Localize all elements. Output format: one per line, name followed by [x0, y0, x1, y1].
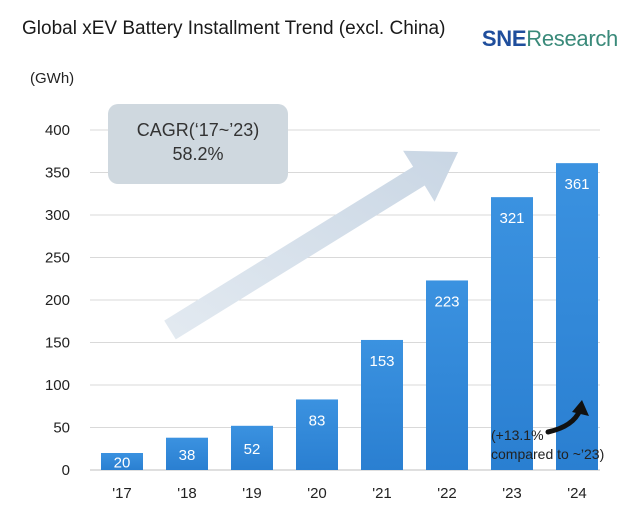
bar-value-label: 83 [309, 412, 326, 429]
annotation-icon-layer [545, 400, 589, 435]
x-tick-label: '23 [502, 485, 522, 502]
x-tick-label: '19 [242, 485, 262, 502]
bar [491, 197, 533, 470]
bar-value-label: 38 [179, 447, 196, 464]
sne-research-logo: SNEResearch [482, 26, 618, 52]
bar [166, 437, 208, 470]
chart-title: Global xEV Battery Installment Trend (ex… [22, 18, 446, 39]
x-tick-label: '20 [307, 485, 327, 502]
bar [361, 339, 403, 470]
trend-arrow-layer [164, 150, 458, 340]
bar-value-label: 20 [114, 455, 131, 472]
bar-value-label: 223 [434, 293, 459, 310]
y-tick-label: 200 [45, 292, 70, 309]
x-tick-label: '17 [112, 485, 132, 502]
x-tick-labels: '17 '18 '19 '20 '21 '22 '23 '24 [112, 485, 587, 502]
growth-annotation-line2: compared to ~’23) [491, 446, 605, 462]
y-tick-label: 0 [62, 462, 70, 479]
y-tick-label: 150 [45, 335, 70, 352]
y-tick-label: 100 [45, 377, 70, 394]
bar [556, 163, 598, 470]
bar [101, 453, 143, 470]
growth-annotation-line1: (+13.1% [491, 427, 544, 443]
logo-sub: Research [526, 26, 618, 51]
y-axis-unit-label: (GWh) [30, 70, 75, 87]
bar-value-label: 52 [244, 441, 261, 458]
bar [296, 399, 338, 470]
y-tick-label: 300 [45, 207, 70, 224]
y-tick-label: 400 [45, 122, 70, 139]
bar-value-label: 361 [564, 176, 589, 193]
cagr-callout: CAGR(‘17~’23) 58.2% [108, 104, 288, 184]
y-tick-label: 50 [53, 420, 70, 437]
bar-value-label: 321 [499, 210, 524, 227]
cagr-callout-label: CAGR(‘17~’23) [136, 120, 260, 140]
trend-arrow-icon [164, 150, 458, 340]
bar-value-label: 153 [369, 353, 394, 370]
x-tick-label: '24 [567, 485, 587, 502]
bars: 20 38 52 83 153 223 321 361 [101, 163, 598, 472]
y-tick-labels: 0 50 100 150 200 250 300 350 400 [45, 122, 70, 479]
bar [426, 280, 468, 470]
curved-arrow-head-icon [572, 400, 589, 416]
growth-annotation: (+13.1% compared to ~’23) [491, 426, 604, 464]
bar [231, 425, 273, 470]
y-tick-label: 350 [45, 165, 70, 182]
logo-main: SNE [481, 26, 527, 51]
x-tick-label: '22 [437, 485, 457, 502]
x-tick-label: '18 [177, 485, 197, 502]
y-tick-label: 250 [45, 250, 70, 267]
cagr-callout-value: 58.2% [172, 144, 224, 164]
x-tick-label: '21 [372, 485, 392, 502]
